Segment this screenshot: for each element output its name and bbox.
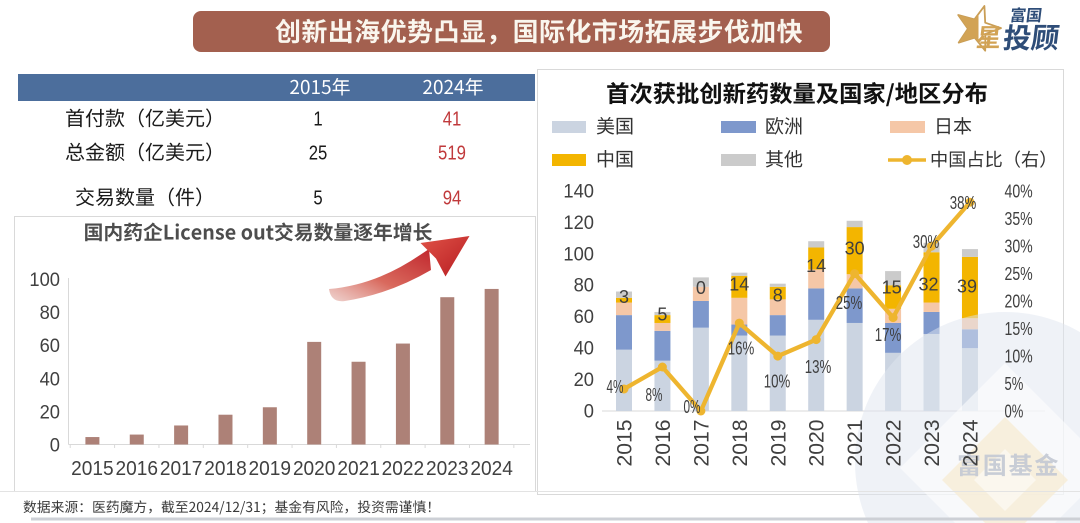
svg-text:2018: 2018 <box>204 457 247 480</box>
svg-text:25%: 25% <box>1005 264 1033 284</box>
svg-text:2016: 2016 <box>116 457 159 480</box>
svg-text:10%: 10% <box>1005 346 1033 366</box>
svg-text:2024: 2024 <box>960 419 983 466</box>
svg-text:25: 25 <box>309 143 328 165</box>
svg-text:25%: 25% <box>836 293 863 313</box>
svg-text:20: 20 <box>574 370 594 391</box>
svg-text:20%: 20% <box>1005 291 1033 311</box>
svg-text:0: 0 <box>584 402 594 423</box>
svg-text:5%: 5% <box>1005 374 1024 394</box>
svg-text:2023: 2023 <box>921 420 944 467</box>
svg-text:2017: 2017 <box>160 457 203 480</box>
svg-text:2015: 2015 <box>614 420 637 467</box>
svg-text:0%: 0% <box>1005 401 1024 421</box>
svg-text:14: 14 <box>806 256 826 276</box>
svg-text:2020: 2020 <box>293 457 336 480</box>
svg-text:60: 60 <box>574 307 594 328</box>
svg-text:39: 39 <box>957 277 977 297</box>
svg-text:140: 140 <box>563 181 594 202</box>
svg-text:80: 80 <box>574 276 594 297</box>
svg-text:13%: 13% <box>805 357 832 377</box>
svg-text:2024: 2024 <box>470 457 513 480</box>
svg-text:5: 5 <box>657 305 667 325</box>
svg-text:100: 100 <box>29 269 60 291</box>
svg-text:0: 0 <box>50 435 60 457</box>
svg-text:2017: 2017 <box>690 420 713 467</box>
svg-text:2015: 2015 <box>71 457 114 480</box>
svg-text:14: 14 <box>729 275 749 295</box>
svg-text:80: 80 <box>40 302 61 324</box>
svg-text:2023: 2023 <box>426 457 469 480</box>
svg-text:3: 3 <box>619 287 629 307</box>
svg-text:2020: 2020 <box>806 420 829 467</box>
svg-text:1: 1 <box>313 109 322 131</box>
svg-text:15%: 15% <box>1005 319 1033 339</box>
svg-text:2018: 2018 <box>729 420 752 467</box>
svg-text:120: 120 <box>563 213 594 234</box>
svg-text:16%: 16% <box>728 339 755 359</box>
svg-text:60: 60 <box>40 335 61 357</box>
svg-text:30%: 30% <box>913 232 940 252</box>
svg-text:4%: 4% <box>607 377 624 397</box>
svg-text:20: 20 <box>40 401 61 423</box>
svg-text:0%: 0% <box>684 397 701 417</box>
svg-text:30: 30 <box>845 239 865 259</box>
svg-text:15: 15 <box>882 277 902 297</box>
svg-text:38%: 38% <box>950 193 977 213</box>
svg-text:8%: 8% <box>646 385 663 405</box>
svg-text:40: 40 <box>40 368 61 390</box>
svg-text:2021: 2021 <box>337 457 380 480</box>
svg-text:40: 40 <box>574 339 594 360</box>
svg-text:10%: 10% <box>764 372 791 392</box>
svg-text:100: 100 <box>563 244 594 265</box>
svg-text:2021: 2021 <box>844 420 867 467</box>
svg-text:2019: 2019 <box>249 457 292 480</box>
svg-text:8: 8 <box>773 285 783 305</box>
svg-text:35%: 35% <box>1005 209 1033 229</box>
svg-text:0: 0 <box>696 278 706 298</box>
svg-text:30%: 30% <box>1005 237 1033 257</box>
svg-text:2019: 2019 <box>767 420 790 467</box>
svg-text:17%: 17% <box>875 325 902 345</box>
svg-text:41: 41 <box>443 109 462 131</box>
svg-text:40%: 40% <box>1005 182 1033 202</box>
svg-text:5: 5 <box>313 188 322 210</box>
svg-text:2022: 2022 <box>382 457 425 480</box>
svg-text:2016: 2016 <box>652 420 675 467</box>
svg-text:32: 32 <box>918 274 938 294</box>
svg-text:519: 519 <box>438 143 466 165</box>
svg-text:94: 94 <box>443 188 462 210</box>
svg-text:2022: 2022 <box>883 420 906 467</box>
